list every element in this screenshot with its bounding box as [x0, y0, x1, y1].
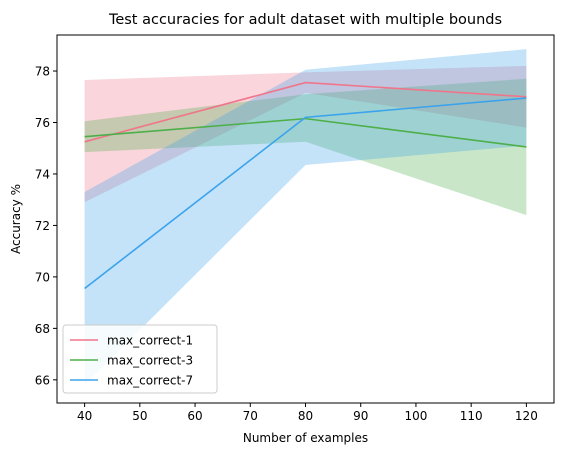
- y-tick-label: 78: [35, 65, 50, 79]
- x-tick-label: 100: [404, 409, 427, 423]
- x-tick-label: 80: [298, 409, 313, 423]
- y-tick-label: 72: [35, 219, 50, 233]
- y-tick-label: 76: [35, 116, 50, 130]
- x-tick-label: 120: [515, 409, 538, 423]
- x-axis-title: Number of examples: [243, 431, 368, 445]
- series-lines: [84, 81, 527, 290]
- x-tick-label: 50: [132, 409, 147, 423]
- line-max_correct-7: [84, 97, 527, 290]
- y-tick-label: 66: [35, 373, 50, 387]
- line-max_correct-1: [84, 81, 527, 143]
- x-axis-ticks: 40 50 60 70 80 90 100 110 120: [77, 403, 538, 423]
- x-tick-label: 90: [353, 409, 368, 423]
- y-axis-ticks: 66 68 70 72 74 76 78: [35, 65, 57, 387]
- x-tick-label: 110: [460, 409, 483, 423]
- legend: max_correct-1 max_correct-3 max_correct-7: [62, 324, 218, 394]
- line-max_correct-3: [84, 117, 527, 148]
- x-tick-label: 70: [243, 409, 258, 423]
- band-max_correct-1: [84, 65, 527, 203]
- y-tick-label: 70: [35, 270, 50, 284]
- chart-title: Test accuracies for adult dataset with m…: [108, 12, 502, 28]
- legend-label-max_correct-1: max_correct-1: [107, 334, 193, 348]
- x-tick-label: 60: [187, 409, 202, 423]
- x-tick-label: 40: [77, 409, 92, 423]
- legend-label-max_correct-3: max_correct-3: [107, 354, 193, 368]
- y-tick-label: 74: [35, 167, 50, 181]
- legend-label-max_correct-7: max_correct-7: [107, 374, 193, 388]
- y-tick-label: 68: [35, 322, 50, 336]
- y-axis-title: Accuracy %: [9, 184, 23, 254]
- legend-box: [62, 324, 218, 394]
